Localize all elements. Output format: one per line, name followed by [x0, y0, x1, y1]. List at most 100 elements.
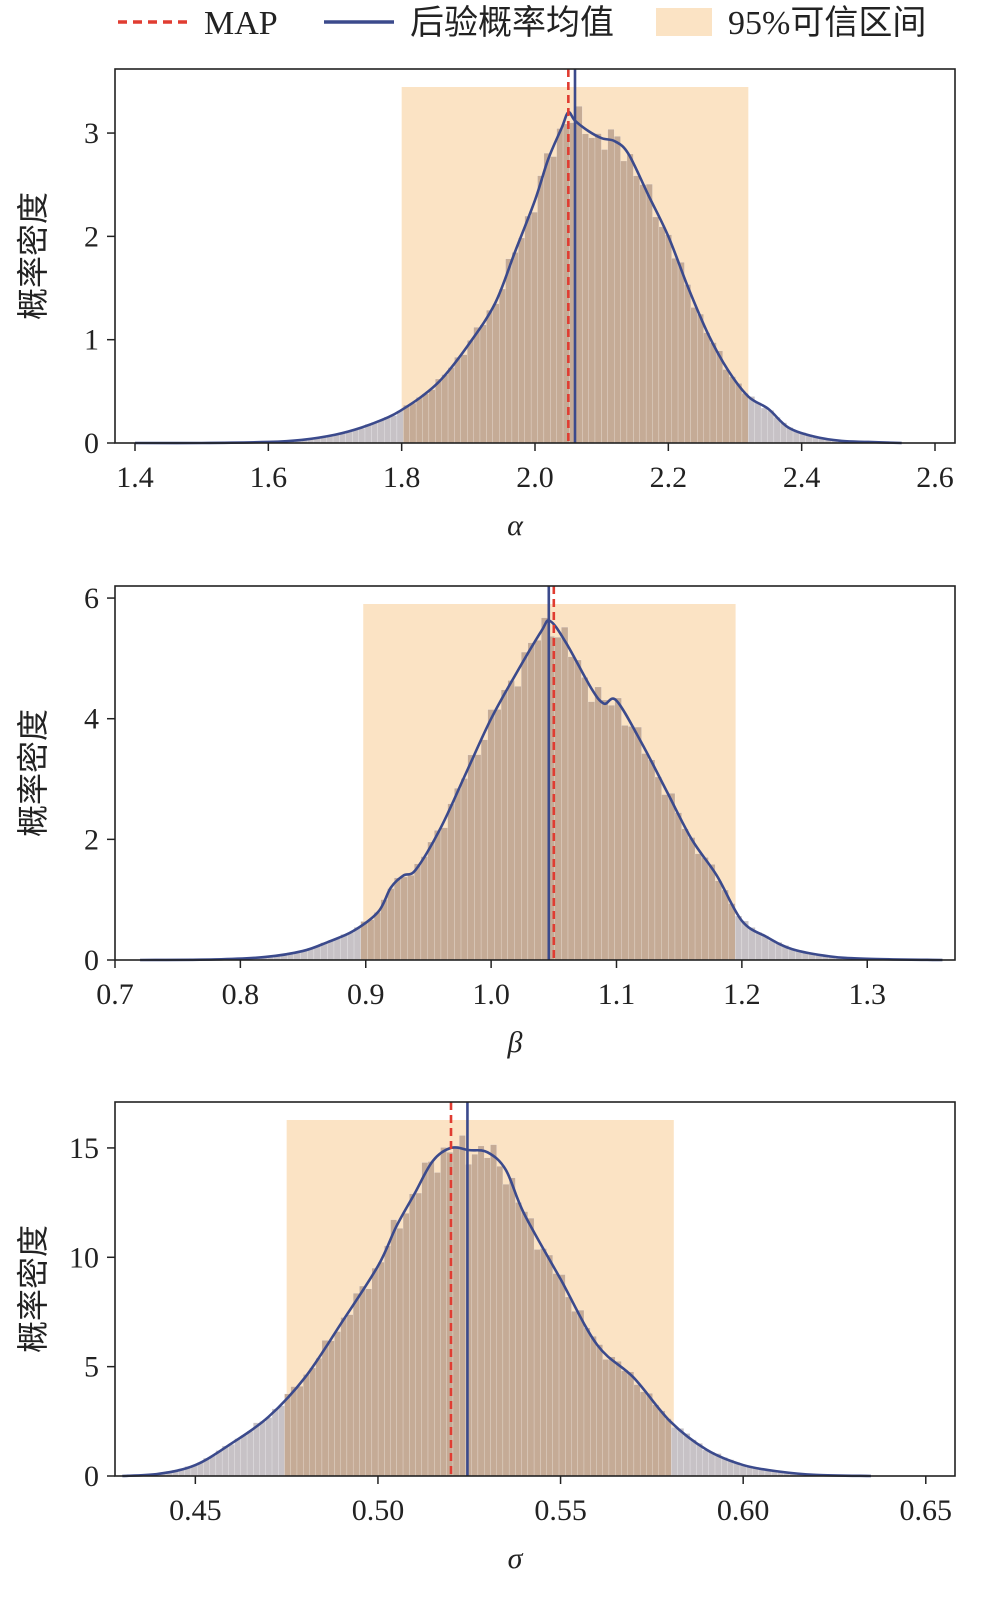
- y-axis-label: 概率密度: [15, 709, 51, 837]
- histogram-bar: [748, 396, 755, 444]
- y-tick-label: 4: [84, 703, 99, 736]
- histogram-bar: [524, 215, 532, 444]
- x-tick-label: 1.4: [116, 461, 154, 494]
- histogram-bar: [690, 307, 698, 444]
- histogram-bar: [511, 252, 519, 444]
- histogram-bar: [514, 686, 522, 961]
- histogram-bar: [621, 1370, 628, 1477]
- histogram-bar: [346, 1314, 354, 1477]
- x-axis-label: β: [507, 1026, 523, 1059]
- histogram-bar: [533, 1249, 541, 1477]
- legend: MAP 后验概率均值 95%可信区间: [118, 4, 926, 42]
- histogram-bar: [735, 915, 743, 961]
- x-tick-label: 1.6: [250, 461, 288, 494]
- x-axis-label: σ: [508, 1542, 524, 1575]
- histogram-bar: [377, 420, 385, 444]
- y-tick-label: 15: [69, 1132, 99, 1165]
- histogram-bar: [708, 1452, 716, 1477]
- histogram-bar: [459, 1135, 466, 1477]
- histogram-bar: [428, 389, 436, 444]
- histogram-bar: [561, 626, 569, 961]
- histogram-bar: [683, 1433, 691, 1477]
- histogram-bar: [321, 1340, 329, 1477]
- histogram-bar: [541, 617, 549, 961]
- chart-panel-2: 0.7 0.8 0.9 1.0 1.1 1.2 1.3 0 2 4 6 β 概率密度: [15, 582, 956, 1059]
- histogram-bar: [628, 726, 636, 961]
- x-tick-label: 1.8: [383, 461, 421, 494]
- histogram-bar: [709, 342, 717, 444]
- histogram-bar: [661, 794, 669, 961]
- histogram-bar: [373, 912, 381, 961]
- histogram-bar: [652, 1404, 660, 1477]
- histogram-bar: [415, 1192, 422, 1477]
- y-tick-label: 6: [84, 582, 99, 615]
- histogram-bar: [565, 1296, 572, 1477]
- histogram-bar: [480, 739, 488, 961]
- histogram-bar: [633, 1384, 641, 1477]
- histogram-bar: [452, 1145, 460, 1477]
- histogram-bar: [390, 1219, 398, 1477]
- histogram-bar: [702, 1449, 709, 1477]
- histogram-bar: [371, 1267, 379, 1477]
- histogram-bar: [377, 1261, 385, 1477]
- histogram-bar: [358, 428, 366, 444]
- histogram-bar: [467, 754, 475, 961]
- histogram-bar: [714, 880, 722, 961]
- histogram-bar: [422, 393, 430, 444]
- histogram-bar: [471, 1153, 479, 1477]
- histogram-bar: [265, 1417, 273, 1477]
- y-tick-label: 3: [84, 117, 99, 150]
- histogram-bar: [271, 1408, 279, 1477]
- x-tick-label: 0.60: [717, 1494, 770, 1527]
- y-tick-label: 2: [84, 823, 99, 856]
- y-axis-label: 概率密度: [15, 1225, 51, 1353]
- histogram-bar: [434, 830, 442, 961]
- histogram-bar: [613, 136, 621, 444]
- histogram-bar: [474, 754, 482, 961]
- histogram-bar: [608, 1356, 616, 1477]
- histogram-bar: [494, 709, 502, 961]
- histogram-bar: [582, 133, 589, 444]
- x-tick-label: 0.45: [169, 1494, 222, 1527]
- histogram-bar: [554, 637, 562, 961]
- histogram-bar: [527, 1217, 535, 1477]
- x-tick-label: 2.0: [516, 461, 554, 494]
- histogram-bar: [508, 1177, 516, 1477]
- histogram-bar: [440, 827, 448, 961]
- y-tick-label: 2: [84, 220, 99, 253]
- kde-curve: [140, 619, 943, 962]
- histogram-bar: [518, 237, 525, 444]
- axes-frame: [114, 1101, 956, 1477]
- histogram-bar: [602, 1359, 610, 1477]
- legend-ci-swatch: [656, 8, 712, 36]
- histogram-bar: [521, 1211, 529, 1477]
- histogram-bar: [435, 378, 442, 444]
- histogram-bar: [403, 404, 410, 444]
- histogram-bar: [701, 857, 709, 961]
- histogram-bar: [620, 160, 628, 444]
- histogram-bar: [587, 701, 595, 961]
- histogram-bar: [259, 1421, 266, 1477]
- panels: 1.4 1.6 1.8 2.0 2.2 2.4 2.6 0 1 2 3 α 概率密度 0.7 0.8 0.9 1…: [15, 68, 956, 1575]
- histogram-bar: [367, 919, 375, 961]
- histogram-bar: [627, 1371, 635, 1477]
- histogram-bar: [755, 932, 763, 961]
- histogram-bar: [626, 153, 634, 444]
- histogram-bar: [420, 856, 428, 961]
- histogram-bar: [407, 875, 415, 961]
- histogram-bar: [396, 410, 404, 444]
- histogram-bar: [296, 1385, 304, 1477]
- histogram-bar: [671, 258, 679, 444]
- histogram-bar: [333, 938, 341, 961]
- histogram-bar: [253, 1422, 260, 1477]
- x-tick-label: 0.65: [900, 1494, 953, 1527]
- histogram-bar: [393, 877, 402, 961]
- histogram-bar: [664, 1418, 672, 1477]
- histogram-bar: [601, 699, 609, 961]
- histogram-bar: [414, 863, 422, 961]
- histogram-bar: [234, 1438, 242, 1477]
- histogram-bar: [748, 927, 756, 961]
- histogram-bar: [768, 940, 776, 961]
- x-tick-label: 0.7: [96, 978, 134, 1011]
- y-tick-label: 1: [84, 324, 99, 357]
